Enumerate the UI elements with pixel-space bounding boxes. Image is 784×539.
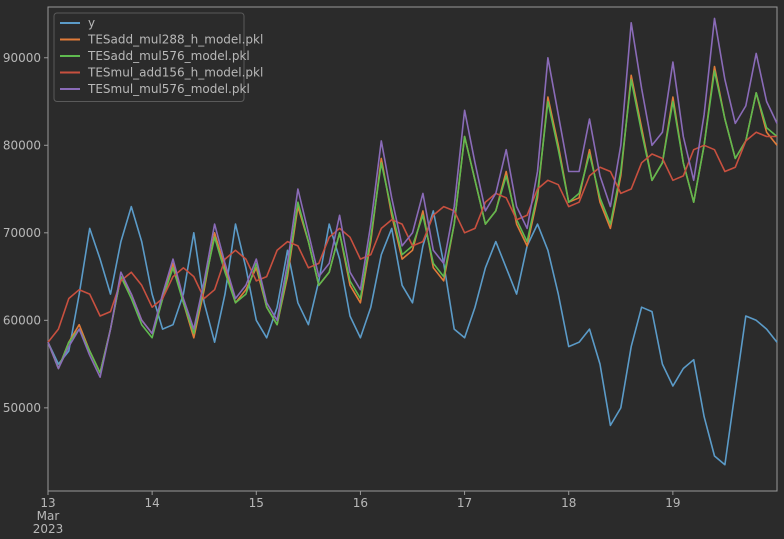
x-tick-label: 13 [40,496,55,510]
y-tick-label: 60000 [3,313,41,327]
y-tick-label: 90000 [3,51,41,65]
legend-label: TESmul_add156_h_model.pkl [87,66,263,80]
x-tick-label: 19 [665,496,680,510]
legend-label: TESadd_mul576_model.pkl [87,49,250,63]
legend-label: TESadd_mul288_h_model.pkl [87,33,263,47]
legend: y TESadd_mul288_h_model.pkl TESadd_mul576_… [53,12,263,102]
series-line-4 [47,17,778,378]
series-layer [47,17,778,466]
x-tick-label: Mar [37,509,60,523]
legend-label: y [88,16,95,30]
legend-box [53,12,245,102]
x-tick-label: 16 [353,496,368,510]
x-tick-label: 14 [145,496,160,510]
x-tick-label: 15 [249,496,264,510]
x-tick-label: 18 [561,496,576,510]
x-tick-label: 2023 [33,522,64,536]
y-tick-label: 70000 [3,226,41,240]
series-line-3 [47,131,777,343]
y-axis: 50000 60000 70000 80000 90000 [3,51,48,415]
x-tick-label: 17 [457,496,472,510]
y-tick-label: 80000 [3,138,41,152]
legend-label: TESmul_mul576_model.pkl [87,82,250,96]
y-tick-label: 50000 [3,401,41,415]
series-line-0 [47,205,778,466]
